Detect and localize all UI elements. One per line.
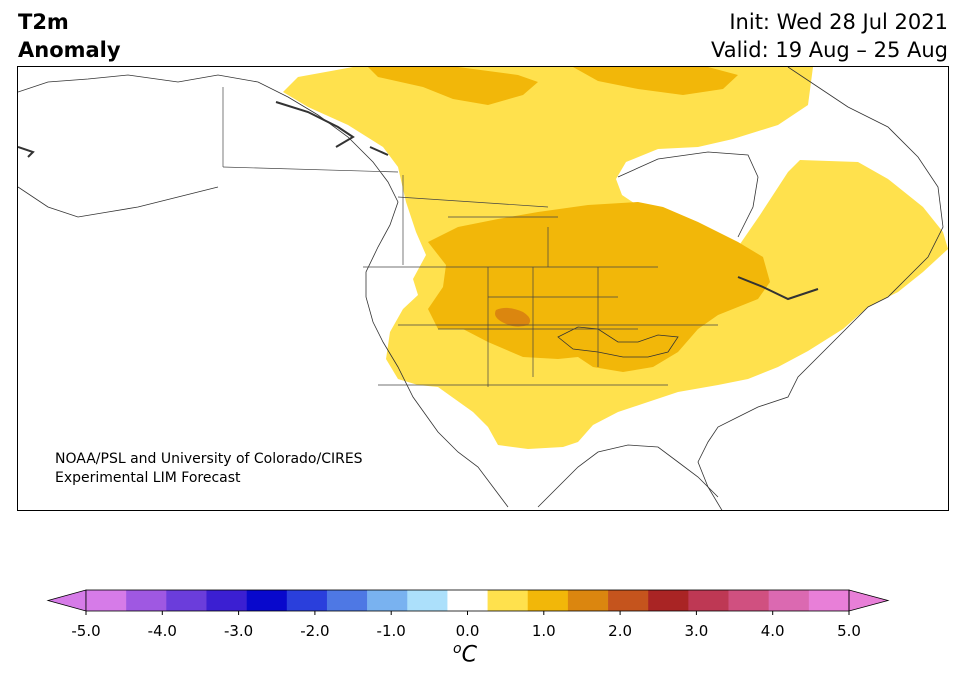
colorbar-tick-label: 4.0 (760, 622, 785, 640)
colorbar-segment (407, 590, 448, 611)
colorbar-tick-label: -5.0 (71, 622, 101, 640)
anomaly-map (17, 66, 949, 511)
colorbar (46, 589, 890, 615)
colorbar-segment (246, 590, 288, 611)
map-title: T2m Anomaly (18, 8, 121, 64)
anomaly-region-2c-north (368, 67, 538, 105)
colorbar-tick-label: 0.0 (455, 622, 480, 640)
colorbar-tick-label: -4.0 (147, 622, 177, 640)
colorbar-segment (447, 590, 488, 611)
colorbar-segment (326, 590, 368, 611)
colorbar-tick-label: -3.0 (223, 622, 254, 640)
hudson-bay-gap (618, 152, 758, 237)
forecast-dates: Init: Wed 28 Jul 2021 Valid: 19 Aug – 25… (711, 8, 948, 64)
degree-symbol: o (453, 641, 462, 657)
unit-letter: C (461, 642, 477, 668)
credit-line-1: NOAA/PSL and University of Colorado/CIRE… (55, 451, 363, 467)
colorbar-segment (286, 590, 328, 611)
colorbar-segment (166, 590, 207, 611)
colorbar-segment (527, 590, 569, 611)
colorbar-segment (688, 590, 729, 611)
colorbar-segment (367, 590, 408, 611)
colorbar-over-arrow (848, 589, 890, 612)
colorbar-segment (487, 590, 529, 611)
colorbar-segment (728, 590, 769, 611)
anomaly-region-2c (428, 202, 770, 372)
anomaly-core (495, 307, 531, 327)
colorbar-tick-label: 3.0 (684, 622, 709, 640)
colorbar-segment (608, 590, 649, 611)
credit-line-2: Experimental LIM Forecast (55, 470, 241, 486)
title-line-2: Anomaly (18, 38, 121, 62)
anomaly-region-2c-northeast (573, 67, 738, 95)
colorbar-segment (768, 590, 810, 611)
colorbar-segment (86, 590, 127, 611)
political-borders (222, 87, 718, 387)
colorbar-tick-label: -1.0 (376, 622, 406, 640)
map-canvas (18, 67, 948, 510)
title-line-1: T2m (18, 10, 69, 34)
colorbar-segment (126, 590, 167, 611)
river-lines (18, 101, 819, 301)
data-credit: NOAA/PSL and University of Colorado/CIRE… (55, 450, 363, 488)
colorbar-under-arrow (46, 589, 87, 612)
colorbar-segment (648, 590, 689, 611)
colorbar-segment (567, 590, 609, 611)
colorbar-tick-label: 5.0 (837, 622, 861, 640)
init-date: Init: Wed 28 Jul 2021 (729, 10, 948, 34)
colorbar-tick-label: 1.0 (531, 622, 556, 640)
valid-range: Valid: 19 Aug – 25 Aug (710, 38, 948, 62)
colorbar-tick-label: -2.0 (300, 622, 330, 640)
colorbar-segment (808, 590, 850, 611)
colorbar-tick-label: 2.0 (608, 622, 633, 640)
colorbar-unit: oC (453, 641, 477, 667)
colorbar-segment (206, 590, 247, 611)
